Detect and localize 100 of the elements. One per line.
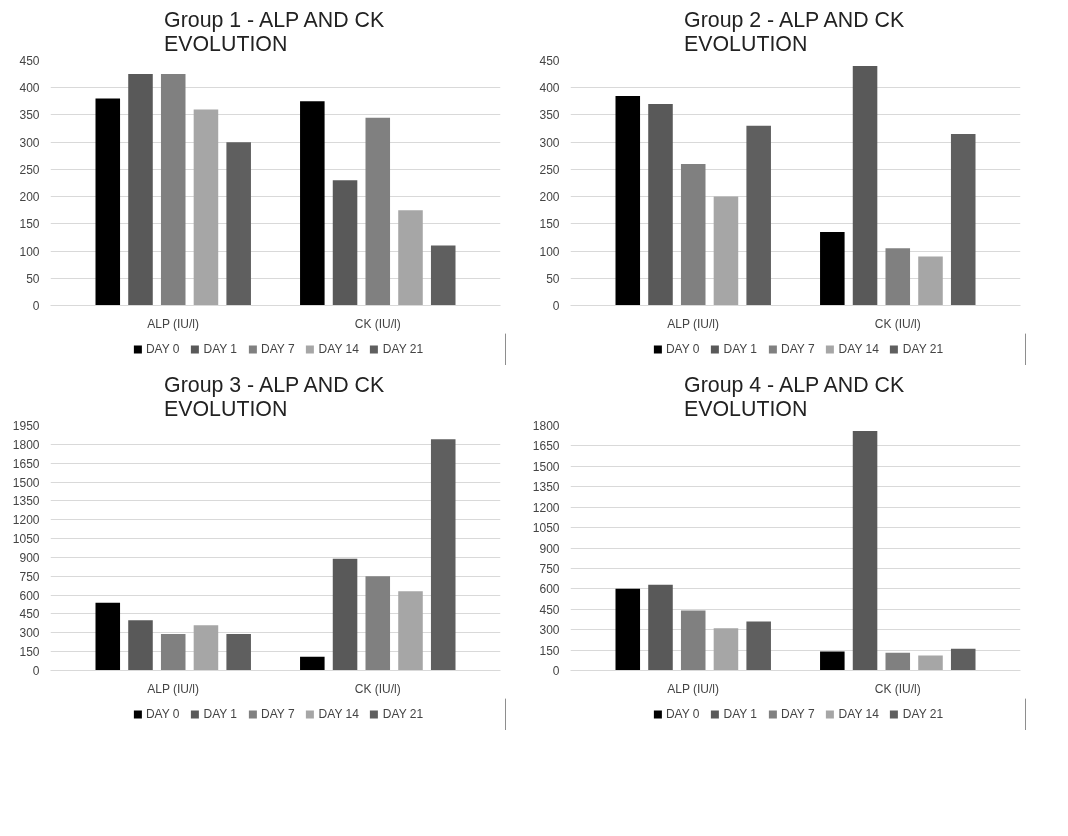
legend-label: DAY 14: [318, 342, 359, 356]
y-tick-label: 1950: [12, 419, 40, 433]
y-tick-label: 0: [32, 664, 40, 678]
y-tick-label: 900: [19, 550, 40, 565]
bar: [615, 95, 641, 306]
y-tick-label: 1800: [532, 419, 560, 433]
y-tick-label: 350: [539, 108, 560, 123]
legend-label: DAY 21: [902, 342, 944, 356]
y-tick-label: 450: [19, 607, 40, 622]
bar: [160, 634, 186, 671]
y-tick-label: 200: [19, 190, 40, 205]
y-tick-label: 1050: [532, 521, 560, 536]
bar: [430, 245, 456, 306]
x-tick-label: ALP (IU/l): [147, 681, 200, 696]
y-tick-label: 750: [19, 569, 40, 584]
bar: [95, 602, 121, 671]
y-tick-label: 300: [539, 135, 560, 150]
bar: [193, 625, 219, 671]
y-tick-label: 1200: [532, 500, 560, 515]
y-tick-label: 0: [552, 664, 560, 678]
x-tick-label: CK (IU/l): [354, 316, 401, 331]
y-tick-label: 300: [19, 626, 40, 641]
y-tick-label: 50: [546, 271, 560, 286]
bar: [852, 430, 878, 671]
y-tick-label: 750: [539, 561, 560, 576]
bar: [95, 98, 121, 306]
bar: [332, 558, 358, 671]
y-tick-label: 400: [539, 81, 560, 96]
legend-label: DAY 21: [382, 707, 424, 721]
bar: [648, 104, 673, 306]
y-tick-label: 1800: [12, 437, 40, 452]
legend-label: DAY 7: [261, 342, 295, 356]
legend-label: DAY 7: [261, 707, 295, 721]
y-tick-label: 900: [539, 541, 560, 556]
y-tick-label: 1500: [12, 475, 40, 490]
y-tick-label: 1350: [532, 480, 560, 495]
y-tick-label: 1650: [532, 439, 560, 454]
bar: [226, 142, 251, 306]
bar: [918, 256, 943, 306]
y-tick-label: 600: [539, 582, 560, 597]
bar: [950, 134, 976, 306]
x-tick-label: ALP (IU/l): [667, 681, 720, 696]
legend-label: DAY 1: [203, 707, 238, 721]
bar: [680, 163, 706, 306]
bar: [713, 196, 739, 306]
chart-title: Group 4 - ALP AND CK EVOLUTION: [684, 372, 905, 421]
bar: [365, 576, 391, 671]
x-tick-label: CK (IU/l): [354, 681, 401, 696]
legend-label: DAY 14: [838, 342, 879, 356]
legend-label: DAY 0: [665, 342, 700, 356]
legend-label: DAY 1: [723, 342, 758, 356]
bar: [398, 591, 423, 671]
bar: [852, 65, 878, 306]
y-tick-label: 400: [19, 81, 40, 96]
bar: [746, 125, 771, 306]
legend-label: DAY 0: [145, 342, 180, 356]
y-tick-label: 250: [539, 162, 560, 177]
x-tick-label: ALP (IU/l): [147, 316, 200, 331]
y-tick-label: 250: [19, 162, 40, 177]
y-tick-label: 450: [539, 602, 560, 617]
bar: [746, 621, 771, 671]
y-tick-label: 150: [539, 217, 560, 232]
bar: [820, 651, 845, 671]
y-tick-label: 100: [19, 244, 40, 259]
y-tick-label: 0: [552, 299, 560, 313]
bar: [398, 210, 423, 306]
bar: [950, 648, 976, 671]
y-tick-label: 600: [19, 588, 40, 603]
x-tick-label: ALP (IU/l): [667, 316, 720, 331]
y-tick-label: 1350: [12, 494, 40, 509]
bar: [918, 655, 943, 671]
bar: [365, 117, 391, 306]
y-tick-label: 450: [539, 54, 560, 68]
chart-title: Group 2 - ALP AND CK EVOLUTION: [684, 7, 905, 56]
legend-label: DAY 14: [838, 707, 879, 721]
x-tick-label: CK (IU/l): [874, 316, 921, 331]
y-tick-label: 200: [539, 190, 560, 205]
y-tick-label: 1650: [12, 456, 40, 471]
x-tick-label: CK (IU/l): [874, 681, 921, 696]
bar: [885, 248, 911, 306]
y-tick-label: 300: [19, 135, 40, 150]
bar: [226, 634, 251, 671]
legend-label: DAY 21: [382, 342, 424, 356]
y-tick-label: 1200: [12, 513, 40, 528]
bar: [820, 232, 845, 306]
y-tick-label: 350: [19, 108, 40, 123]
legend-label: DAY 14: [318, 707, 359, 721]
legend-label: DAY 1: [723, 707, 758, 721]
bar: [128, 74, 153, 306]
bar: [680, 610, 706, 671]
bar: [713, 628, 739, 671]
bar: [193, 109, 219, 306]
y-tick-label: 150: [19, 645, 40, 660]
y-tick-label: 1050: [12, 532, 40, 547]
chart-title: Group 1 - ALP AND CK EVOLUTION: [164, 7, 385, 56]
bar: [648, 584, 673, 671]
bar: [160, 74, 186, 306]
y-tick-label: 1500: [532, 459, 560, 474]
bar: [300, 101, 325, 306]
y-tick-label: 50: [26, 271, 40, 286]
